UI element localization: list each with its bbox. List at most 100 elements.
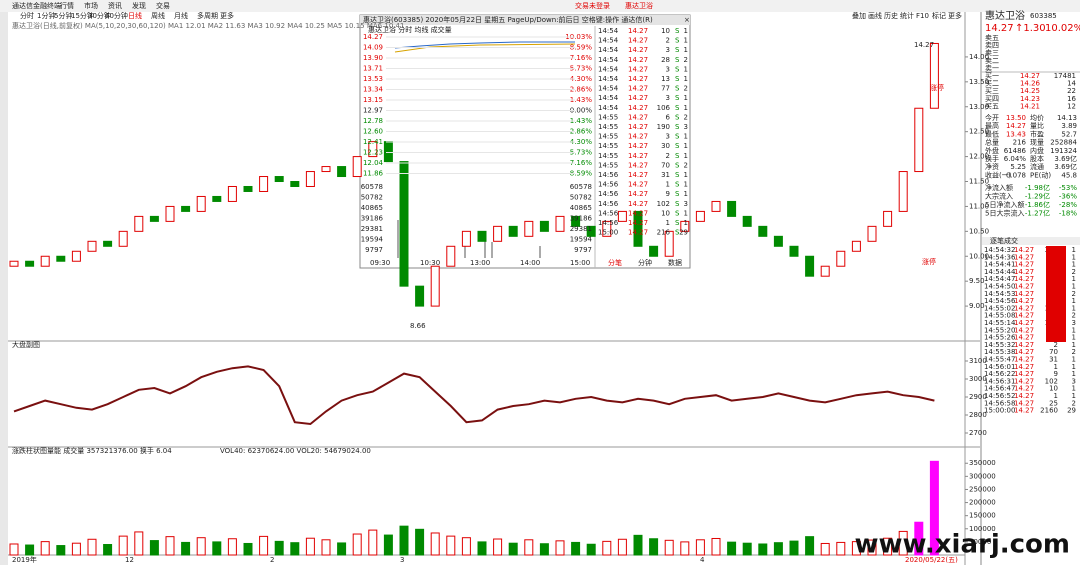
tick-count: 1 [1072, 261, 1076, 269]
tick-count: 3 [684, 123, 688, 131]
tick-price: 14.27 [628, 56, 648, 64]
tick-price: 14.27 [628, 37, 648, 45]
period-tab[interactable]: 5分钟 [54, 11, 72, 20]
popup-tab[interactable]: 分钟 [638, 258, 652, 267]
tick-side: S [675, 85, 680, 93]
tick-time: 14:56 [598, 190, 619, 198]
tick-count: 1 [684, 46, 688, 54]
candle [212, 195, 222, 202]
y-tick-label: 13.00 [969, 103, 989, 111]
stat-label: 今开 [985, 113, 999, 122]
tick-time: 14:54:41 [984, 261, 1015, 269]
tick-price: 14.27 [1014, 377, 1034, 385]
stat-value: 61486 [1004, 147, 1027, 155]
volume-bar [617, 538, 627, 556]
popup-titlebar [360, 15, 690, 25]
stat-value: 216 [1013, 139, 1027, 147]
tool-button[interactable]: 历史 [884, 11, 898, 20]
period-tab[interactable]: 分时 [20, 11, 34, 20]
menu-item[interactable]: 交易 [156, 1, 170, 10]
volume-label: 40865 [361, 204, 383, 212]
volume-bar [555, 540, 565, 556]
book-price: 14.21 [1020, 102, 1040, 110]
tool-button[interactable]: 标记 [932, 11, 946, 20]
tick-price: 14.27 [1014, 363, 1034, 371]
price-label: 13.71 [363, 65, 383, 73]
period-tab[interactable]: 月线 [174, 11, 188, 20]
menu-item[interactable]: 市场 [84, 1, 98, 10]
pct-label: 10.03% [565, 33, 592, 41]
tool-button[interactable]: 画线 [868, 11, 882, 20]
stat-value: 14.13 [1057, 114, 1077, 122]
tick-price: 14.27 [1014, 246, 1034, 254]
volume-bar [181, 541, 191, 556]
intraday-line [394, 41, 575, 49]
tick-count: 3 [1072, 319, 1076, 327]
tool-button[interactable]: 更多 [948, 11, 962, 20]
panel-title: 大盘副图 [12, 340, 40, 349]
volume-bar [493, 538, 503, 556]
tick-volume: 2 [666, 37, 670, 45]
volume-bar [274, 540, 284, 556]
tick-time: 14:54:44 [984, 268, 1016, 276]
tick-time: 14:54 [598, 37, 619, 45]
tick-count: 2 [1072, 399, 1076, 407]
y-tick-label: 12.00 [969, 153, 989, 161]
tick-side: S [675, 209, 680, 217]
tick-count: 1 [1072, 304, 1076, 312]
period-tab[interactable]: 多周期 [197, 11, 218, 20]
period-tab[interactable]: 60分钟 [105, 11, 128, 20]
time-label: 14:00 [520, 259, 540, 267]
popup-tab[interactable]: 分笔 [608, 258, 622, 267]
menu-item[interactable]: 资讯 [108, 1, 122, 10]
tick-count: 3 [1072, 377, 1076, 385]
tick-price: 14.27 [1014, 304, 1034, 312]
tick-time: 14:56:52 [984, 392, 1015, 400]
candle [259, 176, 269, 192]
tick-volume: 2 [1054, 341, 1058, 349]
menu-item[interactable]: 发现 [132, 1, 146, 10]
stat-value: 3.89 [1061, 122, 1077, 130]
tool-button[interactable]: 叠加 [852, 11, 866, 20]
tick-time: 14:54 [598, 46, 619, 54]
volume-bar [134, 531, 144, 556]
price-label: 13.34 [363, 86, 384, 94]
tick-time: 14:55:14 [984, 319, 1016, 327]
tick-time: 14:54 [598, 85, 619, 93]
tick-volume: 3 [666, 46, 670, 54]
period-tab[interactable]: 1分钟 [37, 11, 55, 20]
flow-pct: -18% [1059, 210, 1077, 218]
period-tab[interactable]: 更多 [220, 11, 234, 20]
period-tab[interactable]: 30分钟 [88, 11, 111, 20]
period-tab[interactable]: 周线 [151, 11, 165, 20]
tick-price: 14.27 [628, 161, 648, 169]
close-button[interactable]: × [684, 16, 690, 24]
volume-bar [56, 545, 66, 556]
tick-count: 1 [684, 142, 688, 150]
tick-count: 1 [1072, 363, 1076, 371]
tool-button[interactable]: 统计 [900, 11, 914, 20]
candle [773, 235, 783, 247]
tick-time: 14:56:58 [984, 399, 1015, 407]
stat-value: 13.43 [1006, 130, 1026, 138]
tool-button[interactable]: F10 [916, 12, 929, 20]
period-tab[interactable]: 15分钟 [71, 11, 94, 20]
popup-tab[interactable]: 数据 [668, 258, 682, 267]
tick-time: 14:55:26 [984, 334, 1016, 342]
tick-time: 14:55 [598, 113, 618, 121]
period-tab[interactable]: 日线 [128, 11, 142, 20]
tick-time: 14:55 [598, 161, 618, 169]
tick-time: 14:56 [598, 219, 619, 227]
volume-bar [259, 535, 269, 556]
stat-label: 均价 [1030, 113, 1044, 122]
price: 14.27 [985, 23, 1014, 34]
tick-count: 1 [684, 27, 688, 35]
volume-bar [321, 539, 331, 556]
y-tick-label: 14.00 [969, 53, 989, 61]
menu-item[interactable]: 行情 [60, 1, 74, 10]
candle [430, 265, 440, 307]
volume-bar [883, 537, 893, 556]
stat-label: PE(动) [1030, 170, 1051, 179]
y-tick-label: 300000 [969, 472, 996, 480]
